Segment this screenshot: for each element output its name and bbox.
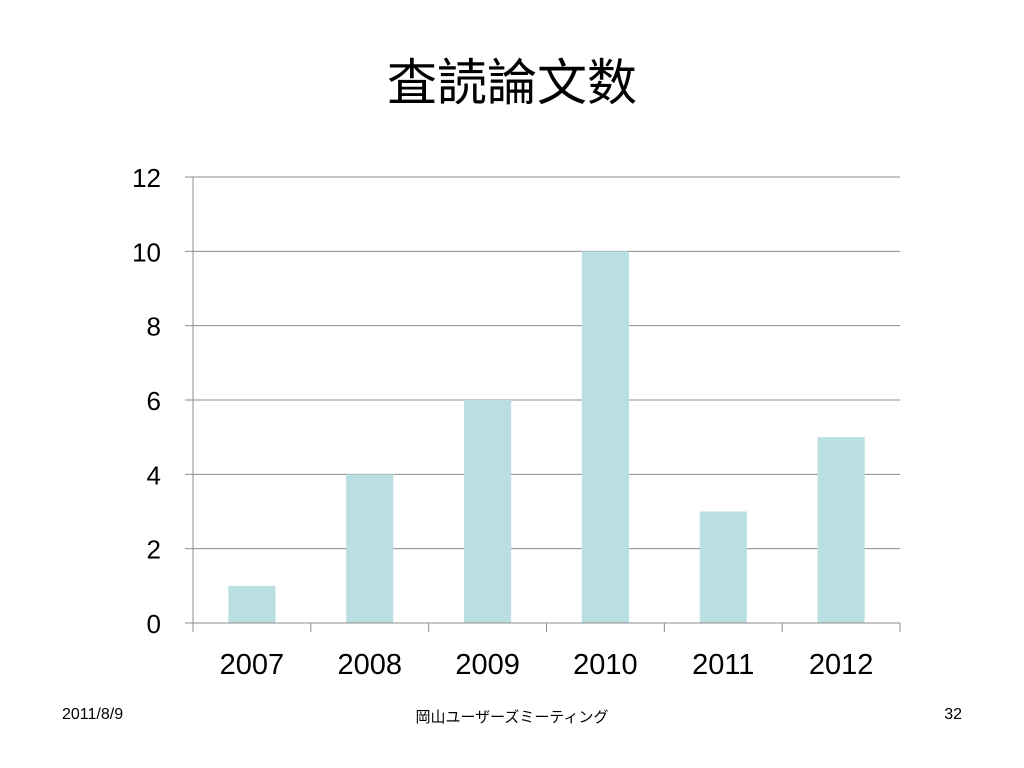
x-tick-label: 2011 xyxy=(692,649,754,681)
bar-2009 xyxy=(464,400,512,623)
x-tick-label: 2012 xyxy=(809,649,874,681)
y-tick-label: 6 xyxy=(147,386,161,416)
footer-event-name: 岡山ユーザーズミーティング xyxy=(415,708,609,726)
axes xyxy=(185,176,901,632)
tick-labels: 0 2 4 6 8 10 12 2007 2008 2009 2010 2011 2012 xyxy=(132,163,873,681)
x-tick-label: 2009 xyxy=(455,649,520,681)
x-tick-label: 2007 xyxy=(220,649,285,681)
y-tick-label: 0 xyxy=(147,609,161,639)
slide-title: 査読論文数 xyxy=(387,54,637,112)
x-tick-label: 2008 xyxy=(337,649,402,681)
y-tick-label: 12 xyxy=(132,163,161,193)
bar-2008 xyxy=(346,474,394,623)
bar-2011 xyxy=(699,511,747,623)
bar-2010 xyxy=(581,251,629,624)
y-tick-label: 4 xyxy=(147,460,161,490)
y-tick-label: 8 xyxy=(147,312,161,342)
footer-date: 2011/8/9 xyxy=(62,706,124,723)
bar-2007 xyxy=(228,585,276,623)
page-number: 32 xyxy=(944,706,962,723)
x-tick-label: 2010 xyxy=(573,649,638,681)
y-tick-label: 2 xyxy=(147,535,161,565)
bar-2012 xyxy=(817,437,865,623)
y-tick-label: 10 xyxy=(132,237,161,267)
bars xyxy=(228,251,865,624)
gridlines xyxy=(193,176,900,550)
